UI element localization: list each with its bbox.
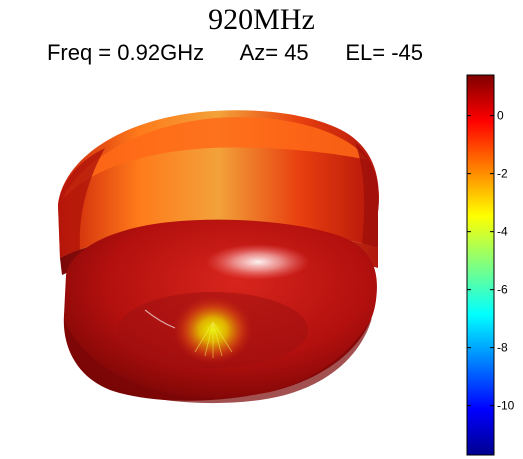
subtitle-freq: Freq = 0.92GHz bbox=[46, 40, 205, 65]
specular-highlight bbox=[206, 244, 310, 280]
subtitle-azimuth: Az= 45 bbox=[239, 40, 309, 65]
colorbar-tick-label: -10 bbox=[497, 399, 515, 413]
colorbar-ticks: 0 -2 -4 -6 -8 -10 bbox=[467, 109, 515, 413]
colorbar-tick-label: -2 bbox=[497, 167, 508, 181]
colorbar: 0 -2 -4 -6 -8 -10 bbox=[466, 74, 515, 456]
colorbar-gradient bbox=[466, 74, 495, 456]
radiation-pattern-surface bbox=[58, 110, 380, 404]
colorbar-tick-label: -6 bbox=[497, 283, 508, 297]
chart-title: 920MHz bbox=[208, 3, 315, 36]
upper-lobe-left-shadow bbox=[58, 148, 105, 258]
upper-lobe-right-shadow bbox=[355, 142, 380, 248]
colorbar-tick-label: -4 bbox=[497, 225, 508, 239]
subtitle-elevation: EL= -45 bbox=[345, 40, 424, 65]
upper-lobe-top bbox=[62, 117, 368, 200]
seam-line bbox=[144, 309, 176, 329]
colorbar-tick-label: -8 bbox=[497, 341, 508, 355]
colorbar-tick-label: 0 bbox=[497, 109, 504, 123]
chart-subtitle: Freq = 0.92GHz Az= 45 EL= -45 bbox=[0, 40, 470, 66]
center-streaks bbox=[194, 321, 233, 358]
